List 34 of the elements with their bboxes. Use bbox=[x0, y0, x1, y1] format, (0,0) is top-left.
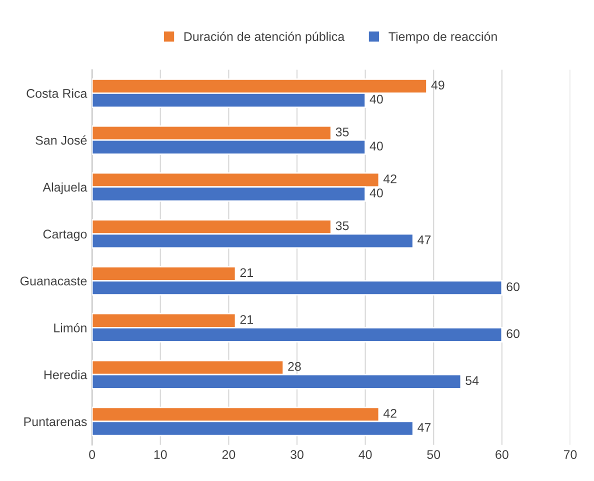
data-label: 35 bbox=[336, 128, 349, 136]
data-label: 60 bbox=[506, 282, 520, 292]
y-tick-label: Limón bbox=[54, 323, 86, 332]
legend-label: Tiempo de reacción bbox=[388, 32, 497, 44]
y-tick-label: San José bbox=[36, 135, 87, 145]
x-tick-label: 20 bbox=[222, 450, 236, 459]
data-label: 47 bbox=[418, 423, 431, 432]
data-label: 42 bbox=[383, 174, 396, 184]
x-tick-label: 0 bbox=[89, 450, 96, 459]
y-tick-label: Heredia bbox=[44, 370, 88, 380]
data-label: 49 bbox=[431, 80, 444, 90]
x-tick-label: 60 bbox=[496, 450, 508, 459]
data-label: 35 bbox=[336, 221, 349, 230]
data-label: 40 bbox=[370, 94, 383, 104]
data-label: 60 bbox=[506, 329, 520, 338]
y-tick-label: Puntarenas bbox=[24, 417, 87, 426]
x-tick-label: 50 bbox=[427, 450, 440, 459]
data-label: 21 bbox=[240, 268, 253, 277]
y-tick-label: Guanacaste bbox=[20, 276, 87, 286]
data-label: 40 bbox=[370, 188, 383, 198]
legend-label: Duración de atención pública bbox=[184, 32, 345, 44]
data-label: 47 bbox=[418, 236, 431, 244]
x-tick-label: 70 bbox=[564, 450, 577, 459]
data-label: 28 bbox=[288, 362, 301, 371]
data-label: 40 bbox=[370, 142, 383, 150]
x-tick-label: 10 bbox=[154, 450, 167, 459]
data-label: 21 bbox=[240, 315, 253, 324]
y-tick-label: Costa Rica bbox=[26, 88, 88, 98]
data-label: 42 bbox=[383, 408, 396, 418]
x-tick-label: 30 bbox=[290, 450, 304, 459]
data-label: 54 bbox=[466, 376, 479, 385]
y-tick-label: Alajuela bbox=[42, 182, 88, 194]
x-tick-label: 40 bbox=[358, 450, 372, 459]
y-tick-label: Cartago bbox=[43, 230, 87, 242]
